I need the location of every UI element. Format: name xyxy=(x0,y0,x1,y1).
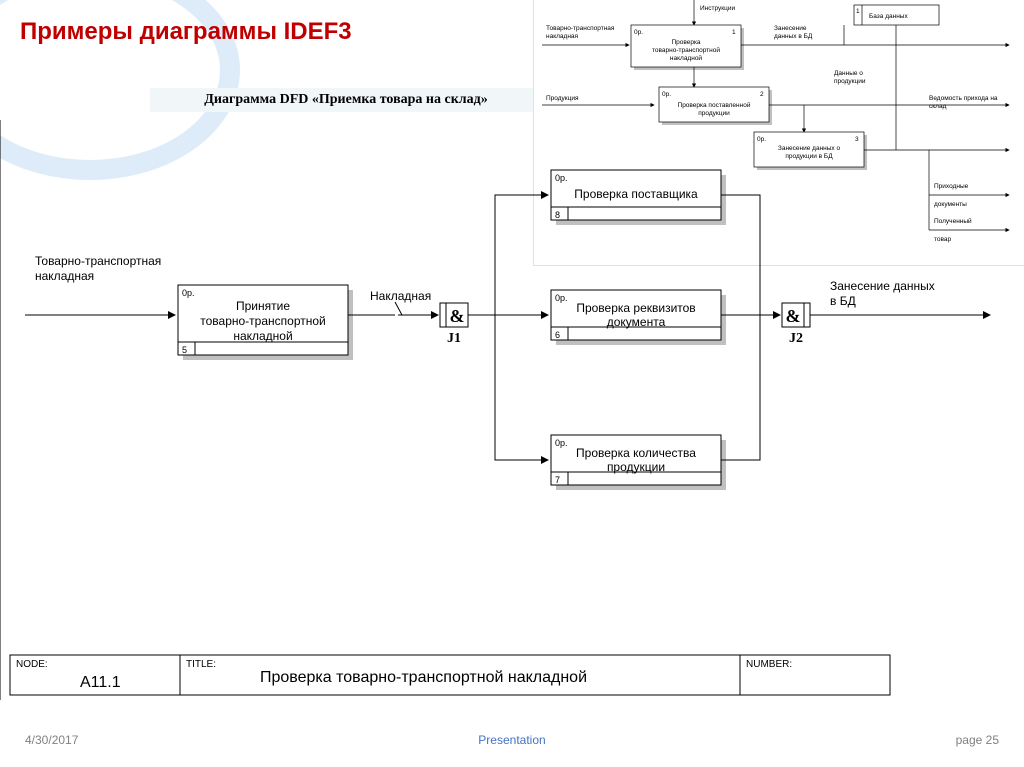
thumb-label: накладная xyxy=(546,33,579,40)
box-corner: 0р. xyxy=(182,288,195,298)
band-label: NODE: xyxy=(16,659,48,670)
box-corner: 0р. xyxy=(555,173,568,183)
junction-glyph: & xyxy=(450,306,465,326)
thumb-label: Проверка поставленной xyxy=(678,101,751,109)
thumb-label: База данных xyxy=(869,13,908,20)
thumb-label: товарно-транспортной xyxy=(652,46,720,54)
output-label: Занесение данных xyxy=(830,279,935,293)
footer-page: page 25 xyxy=(956,733,999,747)
thumb-label: 1 xyxy=(856,8,860,15)
band-value: A11.1 xyxy=(80,674,121,691)
box-text: Проверка поставщика xyxy=(574,187,698,201)
band-value: Проверка товарно-транспортной накладной xyxy=(260,669,587,686)
thumb-label: продукции xyxy=(834,78,866,85)
box-text: продукции xyxy=(607,460,665,474)
footer-center: Presentation xyxy=(0,733,1024,747)
box-id: 7 xyxy=(555,475,560,485)
box-text: Принятие xyxy=(236,299,290,313)
thumb-label: Товарно-транспортная xyxy=(546,25,615,32)
box-corner: 0р. xyxy=(555,293,568,303)
thumb-label: Продукция xyxy=(546,95,579,102)
box-text: товарно-транспортной xyxy=(200,314,325,328)
arrow-label: Накладная xyxy=(370,289,431,303)
page-title: Примеры диаграммы IDEF3 xyxy=(20,18,352,46)
thumb-label: 1 xyxy=(732,29,736,36)
thumb-label: Занесение xyxy=(774,25,807,32)
thumb-label: Проверка xyxy=(671,39,700,46)
box-id: 5 xyxy=(182,345,187,355)
thumb-label: 2 xyxy=(760,91,764,98)
junction-glyph: & xyxy=(786,306,801,326)
box-text: Проверка количества xyxy=(576,446,696,460)
box-text: документа xyxy=(607,315,666,329)
band-label: NUMBER: xyxy=(746,659,792,670)
band-label: TITLE: xyxy=(186,659,216,670)
thumb-label: 0р. xyxy=(662,91,671,98)
thumb-label: склад xyxy=(929,103,947,110)
output-label: в БД xyxy=(830,294,856,308)
input-label: накладная xyxy=(35,269,94,283)
thumb-label: данных в БД xyxy=(774,33,813,40)
box-text: накладной xyxy=(233,329,292,343)
idef3-diagram: Товарно-транспортная накладная 0р. 5 При… xyxy=(0,120,1024,700)
thumb-label: продукции xyxy=(698,110,730,117)
thumb-label: Инструкции xyxy=(700,5,735,12)
subtitle: Диаграмма DFD «Приемка товара на склад» xyxy=(150,88,542,112)
junction-label: J1 xyxy=(447,331,461,346)
box-text: Проверка реквизитов xyxy=(576,301,695,315)
thumb-label: Данные о xyxy=(834,70,863,77)
thumb-label: накладной xyxy=(670,54,703,62)
box-corner: 0р. xyxy=(555,438,568,448)
junction-label: J2 xyxy=(789,331,803,346)
box-id: 8 xyxy=(555,210,560,220)
box-id: 6 xyxy=(555,330,560,340)
thumb-label: Ведомость прихода на xyxy=(929,95,998,102)
input-label: Товарно-транспортная xyxy=(35,254,161,268)
thumb-label: 0р. xyxy=(634,29,643,36)
